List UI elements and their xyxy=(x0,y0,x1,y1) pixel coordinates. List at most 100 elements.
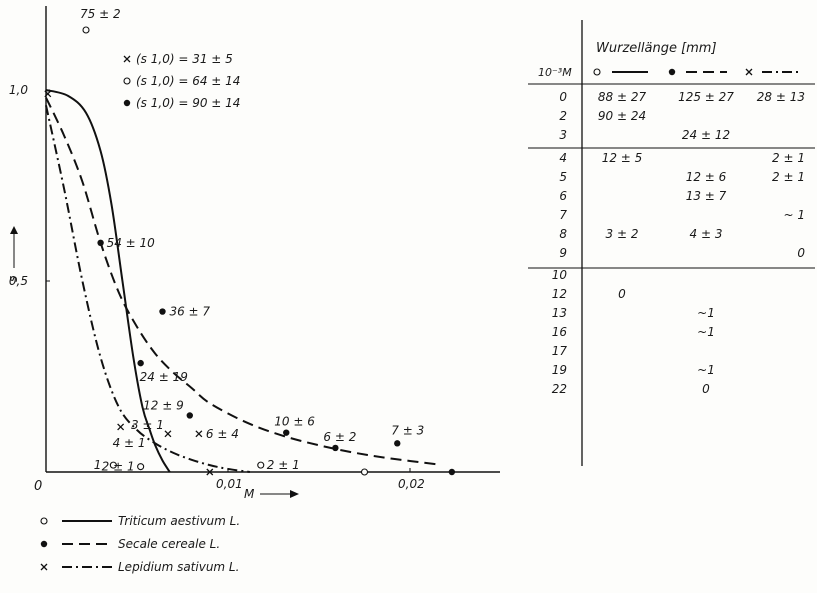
table-cell-concentration: 22 xyxy=(552,382,567,396)
table-row: 19 ~1 xyxy=(552,363,715,377)
series-curve-2 xyxy=(45,97,438,466)
table-cell-concentration: 5 xyxy=(559,170,567,184)
data-label: 2 ± 1 xyxy=(102,460,135,474)
legend-marker xyxy=(40,540,48,548)
y-axis-label: s xyxy=(6,276,20,282)
series-curve-1 xyxy=(45,89,171,473)
table-cell-lepidium: 2 ± 1 xyxy=(772,151,805,165)
legend-marker xyxy=(40,563,48,571)
data-point xyxy=(283,429,290,436)
data-label: 75 ± 2 xyxy=(80,7,121,21)
data-label: 6 ± 2 xyxy=(323,430,356,444)
table-cell-secale: 0 xyxy=(702,382,710,396)
data-point xyxy=(195,430,203,438)
table-key-marker xyxy=(668,68,676,76)
table-cell-triticum: 90 ± 24 xyxy=(598,109,646,123)
data-label: 2 ± 1 xyxy=(267,458,300,472)
data-point xyxy=(109,461,117,469)
table-cell-concentration: 2 xyxy=(559,109,567,123)
legend-label: Secale cereale L. xyxy=(118,537,220,551)
table-row: 10 xyxy=(552,268,568,282)
table-key-marker xyxy=(593,68,601,76)
table-row: 12 0 xyxy=(552,287,626,301)
data-label: 7 ± 3 xyxy=(391,423,424,437)
data-point xyxy=(44,90,52,98)
table-cell-lepidium: 2 ± 1 xyxy=(772,170,805,184)
data-point xyxy=(159,308,166,315)
data-point xyxy=(137,463,145,471)
table-cell-lepidium: 28 ± 13 xyxy=(757,90,805,104)
data-label: 3 ± 1 xyxy=(131,418,164,432)
table-cell-secale: ~1 xyxy=(697,363,715,377)
y-tick-label: 0,5 xyxy=(9,274,28,288)
table-cell-concentration: 13 xyxy=(552,306,567,320)
x-tick-label: 0,02 xyxy=(398,477,425,491)
legend-entry: (s 1,0) = 31 ± 5 xyxy=(136,52,233,66)
legend-marker xyxy=(40,517,48,525)
data-point xyxy=(97,239,104,246)
legend-label: Lepidium sativum L. xyxy=(118,560,239,574)
table-cell-triticum: 0 xyxy=(618,287,626,301)
table-cell-secale: 24 ± 12 xyxy=(682,128,730,142)
x-axis-label: M xyxy=(244,487,255,501)
table-cell-secale: ~1 xyxy=(697,325,715,339)
table-row: 2 90 ± 24 xyxy=(559,109,646,123)
legend-entry: (s 1,0) = 90 ± 14 xyxy=(136,96,240,110)
data-point xyxy=(82,26,90,34)
table-first-col-header: 10⁻³M xyxy=(538,66,572,79)
table-cell-concentration: 0 xyxy=(559,90,567,104)
legend-entry: (s 1,0) = 64 ± 14 xyxy=(136,74,240,88)
table-cell-concentration: 6 xyxy=(559,189,567,203)
table-row: 22 0 xyxy=(552,382,710,396)
table-row: 4 12 ± 5 2 ± 1 xyxy=(559,151,805,165)
legend-label: Triticum aestivum L. xyxy=(118,514,240,528)
table-cell-concentration: 9 xyxy=(559,246,567,260)
table-row: 13 ~1 xyxy=(552,306,715,320)
table-cell-concentration: 8 xyxy=(559,227,567,241)
data-point xyxy=(186,412,193,419)
table-cell-lepidium: 0 xyxy=(797,246,805,260)
table-row: 3 24 ± 12 xyxy=(559,128,730,142)
table-cell-triticum: 3 ± 2 xyxy=(606,227,639,241)
table-cell-concentration: 19 xyxy=(552,363,567,377)
root-length-table: Wurzellänge [mm] 10⁻³M 0 88 ± 27 125 ± 27 2… xyxy=(528,20,815,466)
s10-legend: (s 1,0) = 31 ± 5 (s 1,0) = 64 ± 14 (s 1,0)… xyxy=(123,52,240,110)
table-row: 7 ~ 1 xyxy=(559,208,805,222)
table-cell-concentration: 4 xyxy=(559,151,567,165)
table-cell-lepidium: ~ 1 xyxy=(783,208,805,222)
series-curve-3 xyxy=(45,105,250,473)
table-row: 5 12 ± 6 2 ± 1 xyxy=(559,170,805,184)
table-row: 16 ~1 xyxy=(552,325,715,339)
data-label: 12 ± 9 xyxy=(143,398,184,412)
data-label: 36 ± 7 xyxy=(169,305,210,319)
table-header-title: Wurzellänge [mm] xyxy=(596,41,717,56)
table-cell-concentration: 17 xyxy=(552,344,568,358)
legend-marker xyxy=(123,77,131,85)
table-cell-concentration: 7 xyxy=(559,208,567,222)
table-cell-secale: 13 ± 7 xyxy=(686,189,727,203)
data-point xyxy=(448,468,456,476)
table-row: 8 3 ± 2 4 ± 3 xyxy=(559,227,722,241)
data-point xyxy=(137,359,144,367)
table-cell-secale: ~1 xyxy=(697,306,715,320)
table-row: 6 13 ± 7 xyxy=(559,189,726,203)
data-label: 6 ± 4 xyxy=(206,427,239,441)
origin-label: 0 xyxy=(34,479,42,494)
data-point xyxy=(164,430,172,438)
data-label: 4 ± 1 xyxy=(113,436,146,450)
x-axis-arrowhead xyxy=(290,490,299,498)
legend-marker xyxy=(123,99,131,107)
table-cell-triticum: 12 ± 5 xyxy=(602,151,643,165)
y-axis-arrowhead xyxy=(10,226,18,234)
data-point xyxy=(332,444,339,452)
table-cell-secale: 12 ± 6 xyxy=(686,170,727,184)
data-point xyxy=(360,468,369,476)
data-point xyxy=(257,461,265,469)
data-label: 10 ± 6 xyxy=(274,415,315,429)
data-point xyxy=(206,468,214,476)
table-cell-concentration: 3 xyxy=(559,128,567,142)
table-row: 0 88 ± 27 125 ± 27 28 ± 13 xyxy=(559,90,805,104)
table-cell-concentration: 12 xyxy=(552,287,567,301)
table-key-marker xyxy=(745,68,753,76)
